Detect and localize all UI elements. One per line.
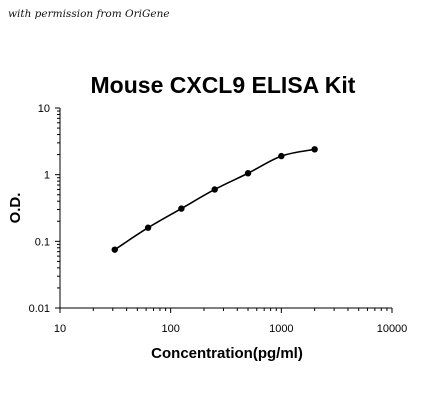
data-point <box>211 186 218 193</box>
data-point <box>311 146 318 153</box>
data-point <box>244 170 252 177</box>
data-point <box>144 224 152 231</box>
x-tick-label: 1000 <box>269 323 293 335</box>
y-tick-label: 1 <box>44 170 50 182</box>
x-axis-label: Concentration(pg/ml) <box>151 345 303 362</box>
x-tick-label: 10000 <box>377 323 408 335</box>
y-tick-label: 0.1 <box>35 236 50 248</box>
data-point <box>278 152 285 160</box>
plot-axes: 0.01 0.1 1 10 10 100 1000 10000 <box>29 103 408 335</box>
chart-title: Mouse CXCL9 ELISA Kit <box>91 72 356 98</box>
y-tick-label: 10 <box>38 103 50 115</box>
x-tick-label: 10 <box>54 323 66 335</box>
y-axis-label: O.D. <box>7 193 24 224</box>
standard-curve-line <box>114 148 315 251</box>
permission-note: with permission from OriGene <box>8 8 170 20</box>
data-points-layer <box>111 146 318 253</box>
data-point <box>111 246 118 253</box>
fit-curve-layer <box>114 148 315 251</box>
x-tick-label: 100 <box>161 323 179 335</box>
y-tick-label: 0.01 <box>29 303 50 315</box>
data-point <box>178 205 185 212</box>
